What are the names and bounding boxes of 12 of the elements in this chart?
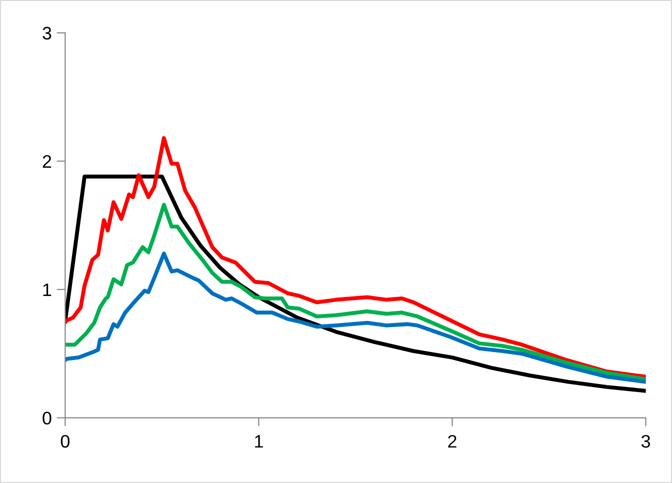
y-tick-label: 0 [42,412,52,425]
line-series [65,252,646,384]
y-tick-label: 2 [42,155,52,168]
x-tick-label: 2 [448,434,456,448]
y-tick-label: 1 [43,284,52,296]
line-series [65,136,646,379]
line-series [65,202,646,382]
line-series [65,174,646,393]
x-tick-label: 3 [641,434,650,448]
x-tick-label: 0 [60,434,70,448]
y-tick-label: 3 [42,26,52,40]
x-tick-label: 1 [255,435,263,448]
